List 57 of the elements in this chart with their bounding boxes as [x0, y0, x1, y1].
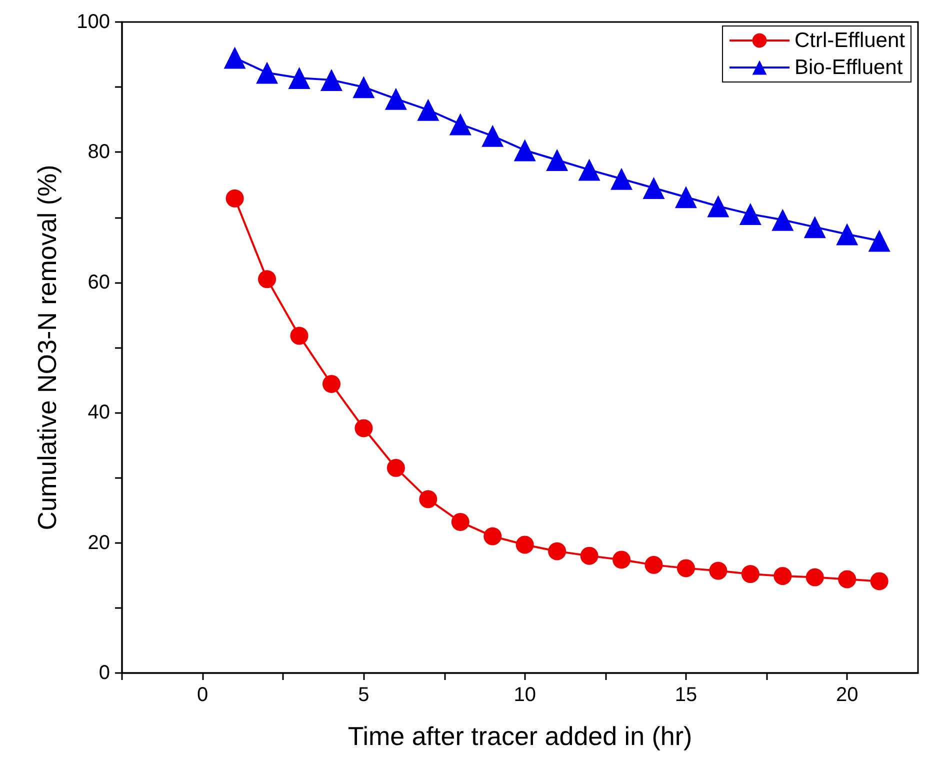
point	[709, 562, 728, 580]
point	[386, 458, 405, 477]
point	[741, 565, 760, 584]
point	[449, 113, 472, 136]
point	[772, 208, 794, 231]
point	[707, 195, 730, 218]
point	[676, 559, 695, 578]
point	[804, 216, 826, 238]
point	[451, 512, 470, 531]
point	[256, 62, 278, 84]
point	[774, 567, 792, 585]
point	[288, 66, 310, 89]
point	[290, 326, 308, 345]
point	[580, 546, 598, 565]
point	[836, 223, 858, 246]
point	[226, 189, 244, 208]
y-tick-label: 80	[88, 141, 110, 164]
point	[870, 572, 888, 590]
y-tick-label: 40	[88, 402, 110, 424]
point	[642, 177, 665, 200]
point	[548, 542, 566, 560]
x-axis-title: Time after tracer added in (hr)	[348, 721, 692, 751]
x-tick-label: 10	[514, 684, 536, 706]
point	[868, 230, 890, 252]
point	[546, 149, 568, 172]
point	[482, 124, 504, 147]
y-tick-label: 60	[88, 271, 110, 294]
point	[739, 203, 762, 226]
point	[674, 186, 697, 208]
y-tick-label: 0	[98, 662, 110, 684]
point	[417, 98, 440, 121]
point	[578, 158, 600, 181]
y-axis-title: Cumulative NO3-N removal (%)	[32, 164, 62, 530]
point	[354, 419, 373, 438]
x-tick-label: 15	[674, 684, 698, 706]
point	[258, 270, 276, 288]
x-tick-label: 0	[197, 684, 208, 706]
legend-label: Ctrl-Effluent	[794, 29, 906, 52]
point	[320, 68, 342, 91]
point	[224, 46, 246, 69]
point	[514, 139, 536, 162]
x-tick-label: 20	[836, 684, 858, 706]
x-tick-label: 5	[358, 684, 370, 706]
legend-label: Bio-Effluent	[794, 56, 903, 79]
point	[610, 168, 633, 190]
point	[322, 374, 340, 393]
point	[484, 527, 502, 546]
point	[384, 88, 407, 110]
point	[612, 550, 631, 569]
y-tick-label: 100	[76, 11, 110, 33]
point	[838, 570, 856, 588]
point	[644, 556, 663, 574]
point	[806, 568, 824, 586]
y-tick-label: 20	[88, 532, 110, 554]
point	[516, 536, 534, 554]
point	[352, 76, 375, 98]
point	[419, 490, 438, 508]
